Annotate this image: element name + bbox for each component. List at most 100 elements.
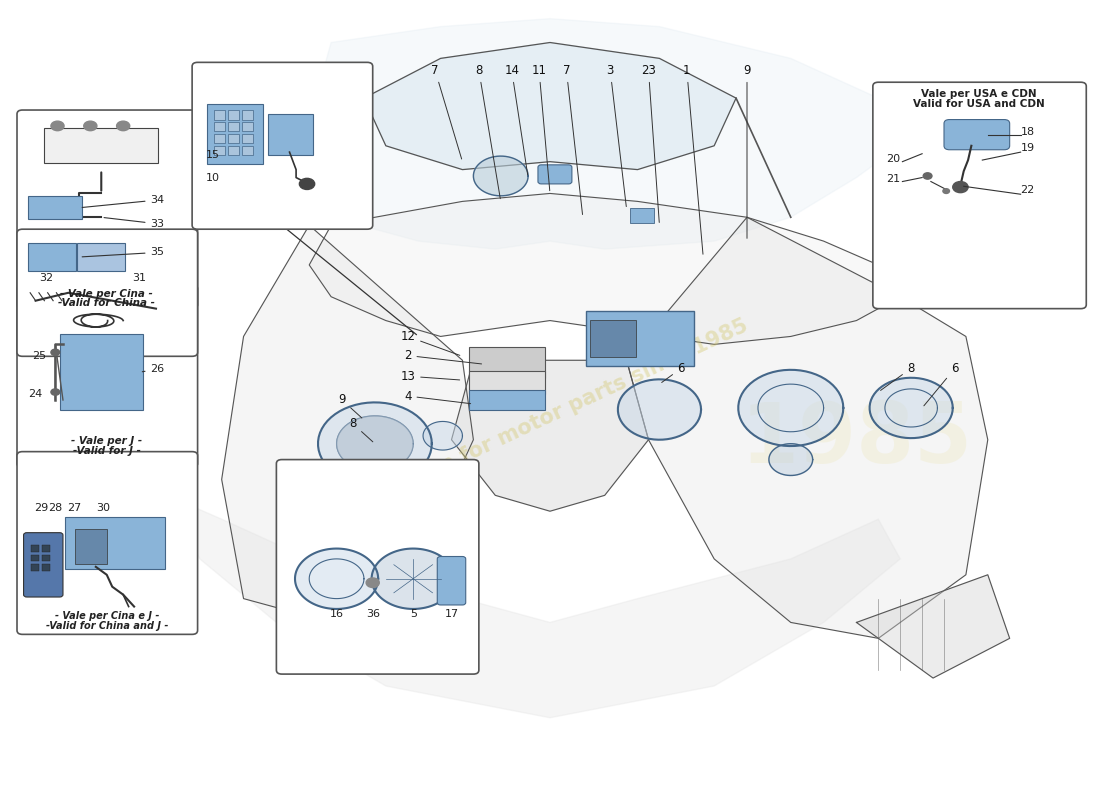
Text: -Valid for China -: -Valid for China -: [58, 298, 155, 308]
Text: 36: 36: [365, 609, 380, 619]
FancyBboxPatch shape: [469, 390, 544, 410]
Bar: [31, 565, 38, 571]
Text: 6: 6: [924, 362, 959, 406]
Text: 5: 5: [409, 609, 417, 619]
Text: 10: 10: [206, 173, 220, 182]
Text: Valid for USA and CDN: Valid for USA and CDN: [913, 99, 1045, 110]
Bar: [214, 122, 224, 131]
FancyBboxPatch shape: [77, 243, 125, 270]
Bar: [228, 146, 239, 155]
FancyBboxPatch shape: [208, 104, 263, 164]
FancyBboxPatch shape: [23, 533, 63, 597]
FancyBboxPatch shape: [28, 196, 81, 219]
Circle shape: [51, 121, 64, 130]
Text: 20: 20: [887, 154, 900, 164]
Polygon shape: [473, 156, 528, 196]
FancyBboxPatch shape: [873, 82, 1087, 309]
Circle shape: [299, 178, 315, 190]
Polygon shape: [769, 444, 813, 475]
Polygon shape: [424, 422, 462, 450]
Polygon shape: [222, 226, 473, 622]
Circle shape: [953, 182, 968, 193]
FancyBboxPatch shape: [438, 557, 465, 605]
Bar: [242, 110, 253, 119]
Text: 13: 13: [400, 370, 460, 382]
Polygon shape: [276, 18, 900, 249]
Polygon shape: [857, 574, 1010, 678]
FancyBboxPatch shape: [469, 346, 544, 378]
Bar: [242, 146, 253, 155]
FancyBboxPatch shape: [591, 320, 637, 357]
Text: 1985: 1985: [740, 399, 972, 480]
Bar: [228, 122, 239, 131]
Text: 11: 11: [531, 64, 550, 190]
Text: 30: 30: [97, 503, 110, 514]
FancyBboxPatch shape: [16, 110, 198, 309]
Bar: [228, 110, 239, 119]
Text: 35: 35: [82, 247, 165, 258]
Bar: [31, 546, 38, 552]
FancyBboxPatch shape: [16, 285, 198, 467]
Text: 32: 32: [40, 274, 54, 283]
Text: 34: 34: [82, 195, 165, 207]
Text: 8: 8: [881, 362, 915, 390]
Text: - Vale per J -: - Vale per J -: [72, 436, 142, 446]
Polygon shape: [309, 194, 900, 344]
FancyBboxPatch shape: [65, 517, 165, 570]
FancyBboxPatch shape: [16, 229, 198, 356]
Text: 9: 9: [744, 64, 750, 238]
Polygon shape: [295, 549, 378, 609]
FancyBboxPatch shape: [59, 334, 143, 410]
Circle shape: [923, 173, 932, 179]
Text: 2: 2: [404, 349, 482, 364]
Circle shape: [366, 578, 379, 587]
Bar: [242, 122, 253, 131]
Circle shape: [84, 121, 97, 130]
Text: 8: 8: [475, 64, 500, 198]
Text: Vale per USA e CDN: Vale per USA e CDN: [921, 89, 1037, 99]
FancyBboxPatch shape: [630, 208, 654, 223]
Bar: [214, 110, 224, 119]
Circle shape: [51, 349, 59, 355]
Text: 18: 18: [1021, 126, 1035, 137]
Text: 17: 17: [444, 609, 459, 619]
Text: -Valid for J -: -Valid for J -: [73, 446, 141, 456]
Polygon shape: [372, 549, 454, 609]
Text: 16: 16: [330, 609, 343, 619]
Text: 12: 12: [400, 330, 460, 355]
Polygon shape: [337, 416, 414, 471]
Bar: [42, 565, 50, 571]
Bar: [214, 134, 224, 143]
Polygon shape: [167, 495, 900, 718]
Text: 3: 3: [606, 64, 626, 206]
Bar: [242, 134, 253, 143]
Circle shape: [117, 121, 130, 130]
Bar: [228, 134, 239, 143]
Bar: [42, 546, 50, 552]
Text: 28: 28: [48, 503, 63, 514]
FancyBboxPatch shape: [944, 119, 1010, 150]
Text: - Vale per Cina e J -: - Vale per Cina e J -: [55, 611, 158, 621]
Text: 8: 8: [350, 418, 373, 442]
Text: 24: 24: [29, 389, 43, 398]
Text: -Valid for China and J -: -Valid for China and J -: [45, 621, 168, 630]
FancyBboxPatch shape: [44, 128, 158, 163]
Text: 7: 7: [431, 64, 462, 159]
Text: 14: 14: [504, 64, 528, 175]
Text: 4: 4: [404, 390, 471, 404]
FancyBboxPatch shape: [28, 243, 76, 270]
Text: 15: 15: [206, 150, 220, 160]
Bar: [31, 555, 38, 562]
Text: 25: 25: [32, 351, 46, 362]
FancyBboxPatch shape: [267, 114, 312, 154]
Text: 26: 26: [142, 364, 165, 374]
FancyBboxPatch shape: [276, 459, 478, 674]
Polygon shape: [618, 379, 701, 440]
Circle shape: [51, 389, 59, 395]
Polygon shape: [318, 402, 432, 485]
Text: 22: 22: [1021, 186, 1035, 195]
Text: 21: 21: [887, 174, 900, 183]
Polygon shape: [627, 218, 988, 638]
FancyBboxPatch shape: [538, 165, 572, 184]
FancyBboxPatch shape: [16, 452, 198, 634]
